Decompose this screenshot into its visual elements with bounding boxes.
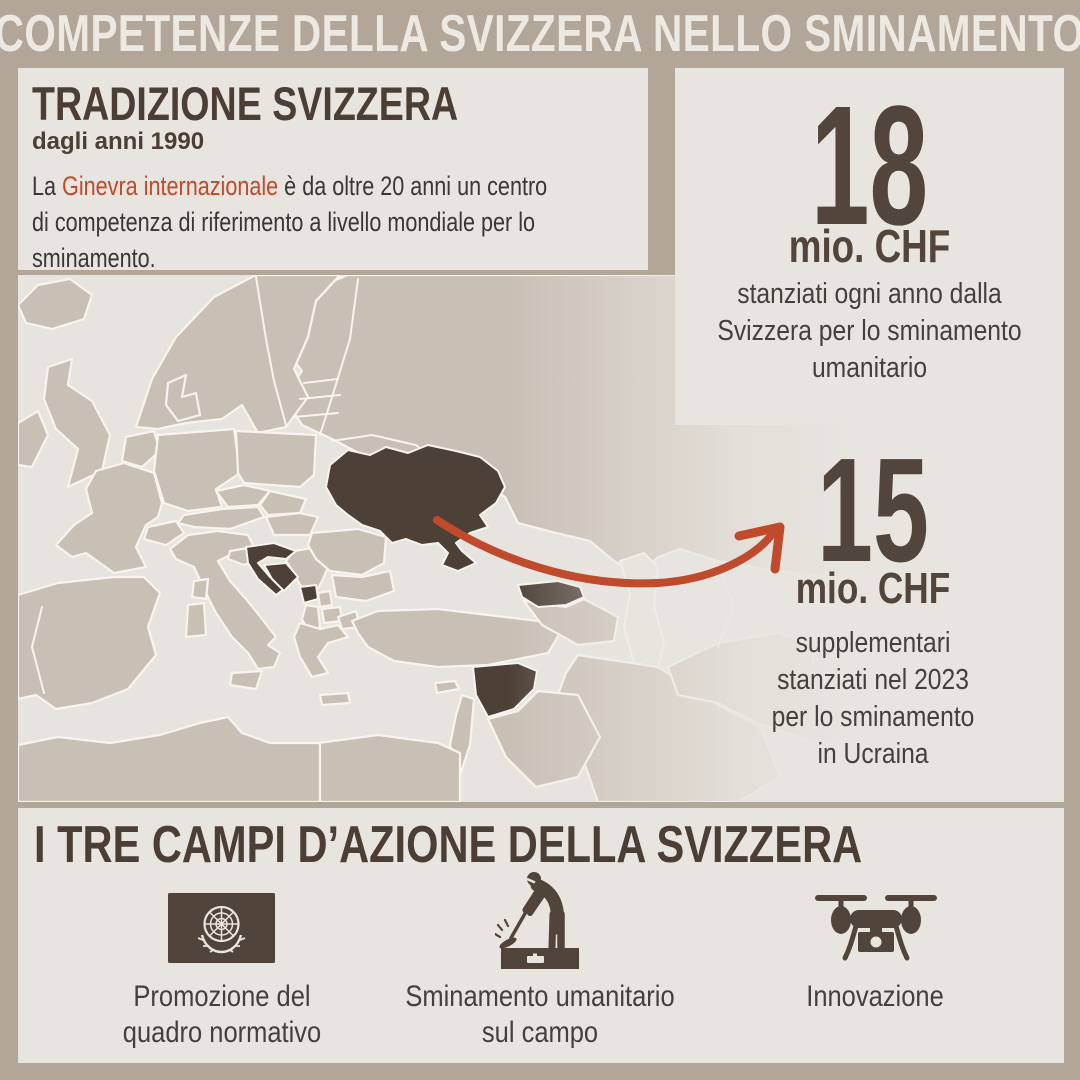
geneva-highlight: Ginevra internazionale xyxy=(62,171,279,201)
stat-ukraine-caption: supplementari stanziati nel 2023 per lo … xyxy=(771,627,975,770)
border-finland-russia xyxy=(319,278,359,436)
island-cyprus xyxy=(433,679,461,695)
country-scandinavia xyxy=(134,275,342,435)
drone-icon xyxy=(815,895,937,961)
stat-annual-panel: 18 mio. CHF stanziati ogni anno dalla Sv… xyxy=(675,68,1064,425)
body-line3: sminamento. xyxy=(32,243,156,273)
country-bulgaria xyxy=(330,569,396,603)
country-italy xyxy=(168,529,282,671)
border-baltics-2 xyxy=(299,394,341,400)
country-iceland xyxy=(18,277,94,331)
stat-annual-caption: stanziati ogni anno dalla Svizzera per l… xyxy=(717,278,1022,384)
country-greece xyxy=(292,621,350,679)
page-title: COMPETENZE DELLA SVIZZERA NELLO SMINAMEN… xyxy=(0,4,1080,63)
fields-heading: I TRE CAMPI D’AZIONE DELLA SVIZZERA xyxy=(34,816,863,874)
stat-annual-unit: mio. CHF xyxy=(788,220,951,272)
country-benelux xyxy=(120,429,162,469)
tradition-heading: TRADIZIONE SVIZZERA xyxy=(32,77,459,130)
border-baltics-1 xyxy=(303,378,339,384)
country-bosnia xyxy=(263,562,299,592)
border-portugal xyxy=(30,606,45,694)
country-france xyxy=(54,461,164,575)
country-hungary xyxy=(264,511,320,537)
un-flag-icon xyxy=(168,893,275,963)
body-line2: di competenza di riferimento a livello m… xyxy=(32,207,536,237)
deminer-icon xyxy=(495,872,579,969)
country-poland xyxy=(234,429,318,489)
island-sicily xyxy=(228,669,264,691)
header-bar: COMPETENZE DELLA SVIZZERA NELLO SMINAMEN… xyxy=(0,0,1080,67)
ukraine-arrow-icon xyxy=(433,516,785,588)
border-norway-sweden xyxy=(255,276,287,426)
fields-panel: I TRE CAMPI D’AZIONE DELLA SVIZZERA xyxy=(18,808,1064,1063)
country-ireland xyxy=(18,409,50,469)
tradition-panel: TRADIZIONE SVIZZERA dagli anni 1990 La G… xyxy=(18,68,648,273)
stat-ukraine-block: 15 mio. CHF supplementari stanziati nel … xyxy=(708,275,1038,802)
country-denmark xyxy=(164,373,202,423)
country-montenegro xyxy=(299,584,319,604)
body-line1-pre: La xyxy=(32,171,63,201)
country-romania xyxy=(306,527,388,577)
country-iberia xyxy=(18,575,162,711)
border-baltics-3 xyxy=(293,412,339,418)
country-ukraine xyxy=(325,444,506,572)
stat-ukraine-value: 15 xyxy=(817,428,929,593)
country-croatia xyxy=(245,542,297,596)
island-sardinia xyxy=(184,601,208,639)
tradition-body: La Ginevra internazionale è da oltre 20 … xyxy=(32,168,547,276)
stat-ukraine-unit: mio. CHF xyxy=(795,564,951,613)
country-north-africa xyxy=(18,715,322,802)
tradition-subheading: dagli anni 1990 xyxy=(32,128,205,155)
field-caption-field-demining: Sminamento umanitario sul campo xyxy=(405,980,675,1049)
island-crete xyxy=(318,691,352,707)
field-caption-innovation: Innovazione xyxy=(806,980,944,1013)
field-caption-normative: Promozione del quadro normativo xyxy=(122,980,322,1049)
country-slovakia xyxy=(258,489,308,517)
country-austria xyxy=(176,505,266,531)
country-switzerland xyxy=(142,519,186,547)
island-corsica xyxy=(190,577,210,601)
body-line1-post: è da oltre 20 anni un centro xyxy=(278,171,548,201)
country-kosovo xyxy=(316,589,334,609)
stat-annual-value: 18 xyxy=(810,71,929,261)
country-egypt xyxy=(316,733,462,802)
